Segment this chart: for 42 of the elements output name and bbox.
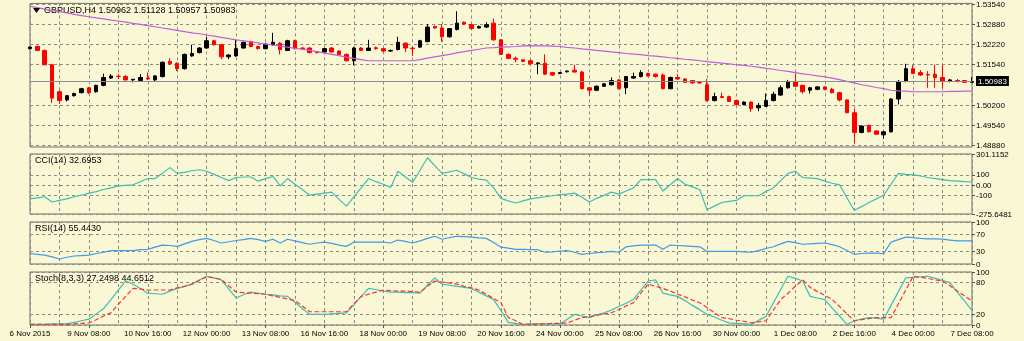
y-tick-label: 1.52220	[976, 39, 1006, 49]
y-tick-label: 100	[976, 267, 990, 277]
y-tick-label: 30	[976, 246, 986, 256]
y-tick-label: 20	[976, 309, 986, 319]
x-tick-label: 20 Nov 16:00	[477, 328, 526, 338]
y-tick-label: 80	[976, 278, 986, 288]
y-tick-label: 1.50200	[976, 100, 1006, 110]
x-tick-label: 6 Nov 2015	[9, 328, 52, 338]
chart-title: RSI(14) 55.4430	[35, 222, 102, 233]
x-tick-label: 16 Nov 16:00	[300, 328, 349, 338]
y-tick-label: 301.1152	[976, 149, 1010, 159]
x-tick-label: 30 Nov 00:00	[712, 328, 761, 338]
x-tick-label: 1 Dec 08:00	[773, 328, 818, 338]
y-tick-label: -275.6481	[976, 209, 1013, 219]
y-tick-label: 0	[976, 320, 981, 330]
y-tick-label: -100	[976, 191, 993, 201]
y-tick-label: 100	[976, 217, 990, 227]
ref-line-label: 1.50983	[978, 76, 1008, 86]
x-tick-label: 24 Nov 00:00	[536, 328, 585, 338]
chart-title: GBPUSD,H4 1.50962 1.51128 1.50957 1.50983	[44, 4, 236, 15]
y-tick-label: 1.52880	[976, 19, 1006, 29]
y-tick-label: 1.51540	[976, 60, 1006, 70]
chart-title: Stoch(8,3,3) 27.2498 44.6512	[35, 272, 155, 283]
x-tick-label: 26 Nov 16:00	[653, 328, 702, 338]
x-tick-label: 4 Dec 00:00	[891, 328, 936, 338]
y-tick-label: 1.53540	[976, 0, 1006, 9]
y-tick-label: 0.00	[976, 180, 993, 190]
x-tick-label: 25 Nov 08:00	[594, 328, 644, 338]
x-tick-label: 12 Nov 00:00	[182, 328, 231, 338]
y-tick-label: 100	[976, 170, 990, 180]
y-tick-label: 1.49540	[976, 120, 1006, 130]
y-tick-label: 1.48880	[976, 140, 1006, 150]
x-tick-label: 19 Nov 08:00	[418, 328, 467, 338]
x-tick-label: 10 Nov 16:00	[123, 328, 173, 338]
x-tick-label: 7 Dec 08:00	[950, 328, 995, 338]
y-tick-label: 0	[976, 259, 981, 269]
y-tick-label: 70	[976, 230, 986, 240]
x-tick-label: 18 Nov 00:00	[359, 328, 408, 338]
x-tick-label: 2 Dec 16:00	[832, 328, 877, 338]
chart-title: CCI(14) 32.6953	[35, 154, 102, 165]
x-tick-label: 9 Nov 08:00	[67, 328, 111, 338]
x-tick-label: 13 Nov 08:00	[241, 328, 290, 338]
